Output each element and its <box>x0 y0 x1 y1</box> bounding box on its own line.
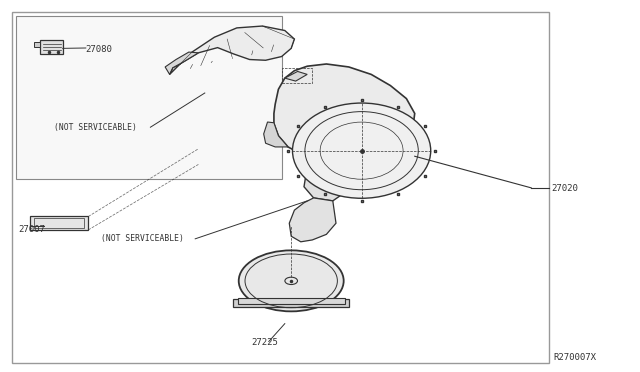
Polygon shape <box>237 298 345 304</box>
Polygon shape <box>274 64 415 163</box>
Polygon shape <box>30 216 88 230</box>
Ellipse shape <box>292 103 431 198</box>
Polygon shape <box>234 299 349 307</box>
Text: (NOT SERVICEABLE): (NOT SERVICEABLE) <box>101 234 184 243</box>
Bar <box>12 12 549 363</box>
Bar <box>16 16 282 179</box>
Text: (NOT SERVICEABLE): (NOT SERVICEABLE) <box>54 123 137 132</box>
Polygon shape <box>170 26 294 74</box>
Polygon shape <box>165 52 198 74</box>
Text: R270007X: R270007X <box>554 353 596 362</box>
Polygon shape <box>289 198 336 242</box>
Text: 27007: 27007 <box>18 225 45 234</box>
Polygon shape <box>40 40 63 54</box>
Text: 27020: 27020 <box>552 185 579 193</box>
Polygon shape <box>264 122 288 147</box>
Circle shape <box>239 250 344 311</box>
Polygon shape <box>285 71 307 81</box>
Polygon shape <box>304 166 349 201</box>
Text: 27080: 27080 <box>86 45 113 54</box>
Text: 27225: 27225 <box>251 339 278 347</box>
Polygon shape <box>34 42 40 46</box>
